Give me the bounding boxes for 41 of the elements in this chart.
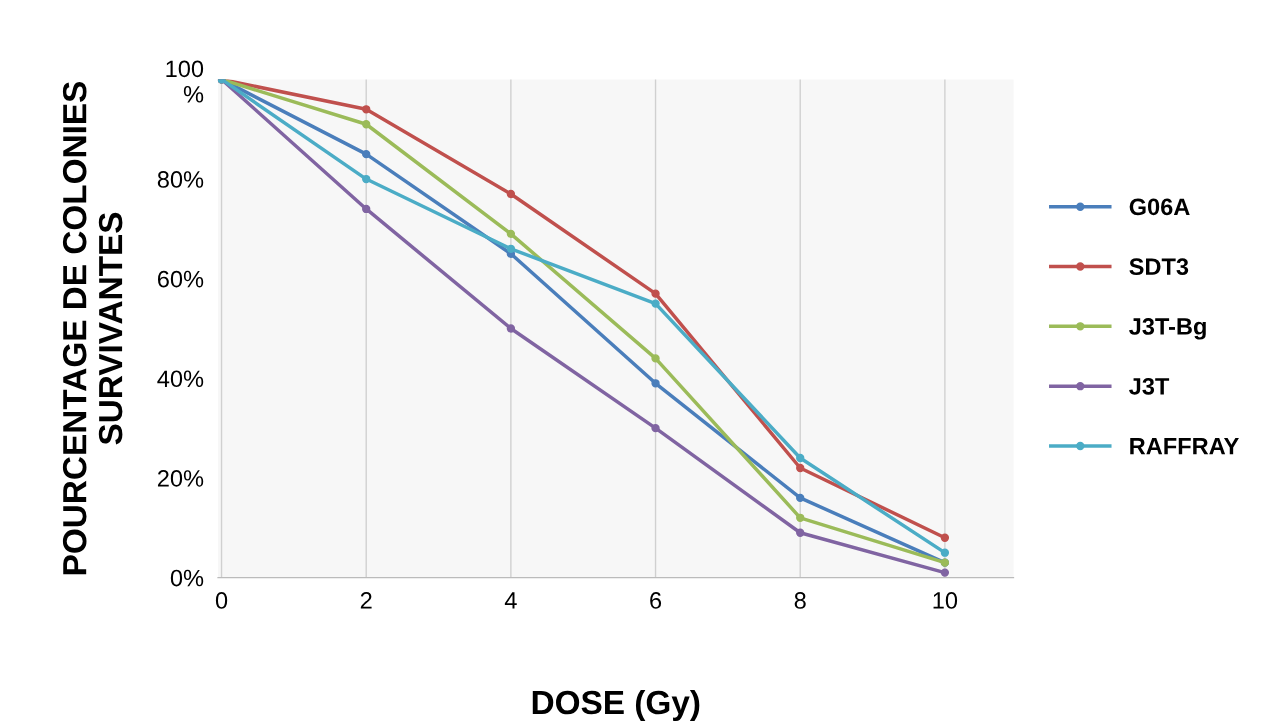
y-tick-label: 0% — [170, 569, 204, 587]
legend-label: J3T-Bg — [1129, 318, 1206, 340]
x-tick-label: 8 — [794, 592, 806, 609]
y-tick-label: 100 % — [166, 60, 204, 103]
point — [506, 324, 516, 333]
point — [651, 423, 660, 433]
legend-label: G06A — [1129, 198, 1190, 216]
point — [796, 453, 805, 463]
point — [940, 568, 950, 577]
point — [796, 528, 805, 537]
point — [651, 379, 660, 388]
y-tick-label: 60% — [157, 270, 204, 288]
point — [940, 548, 950, 557]
legend-label: SDT3 — [1129, 258, 1189, 276]
x-tick-label: 0 — [215, 592, 228, 609]
point — [506, 229, 516, 239]
y-tick-label: 80% — [157, 171, 204, 188]
point — [940, 533, 950, 542]
point — [362, 105, 371, 114]
y-tick-label: 40% — [157, 370, 204, 388]
point — [506, 189, 516, 199]
y-tick-label: 20% — [157, 470, 204, 487]
legend-label: J3T — [1129, 377, 1170, 395]
x-tick-label: 6 — [650, 592, 662, 609]
legend-label: RAFFRAY — [1130, 438, 1239, 455]
x-tick-label: 2 — [360, 592, 372, 609]
point — [796, 463, 805, 473]
point — [651, 289, 660, 298]
y-axis-title: POURCENTAGE DE COLONIES SURVIVANTES — [62, 81, 123, 575]
point — [796, 513, 805, 522]
x-tick-label: 10 — [933, 592, 958, 609]
point — [362, 204, 371, 214]
point — [796, 493, 805, 503]
point — [651, 299, 660, 308]
point — [651, 354, 660, 363]
point — [506, 244, 516, 253]
point — [362, 149, 371, 159]
point — [362, 120, 371, 129]
x-tick-label: 4 — [504, 592, 517, 609]
x-axis-title: DOSE (Gy) — [532, 689, 700, 721]
point — [362, 174, 371, 184]
